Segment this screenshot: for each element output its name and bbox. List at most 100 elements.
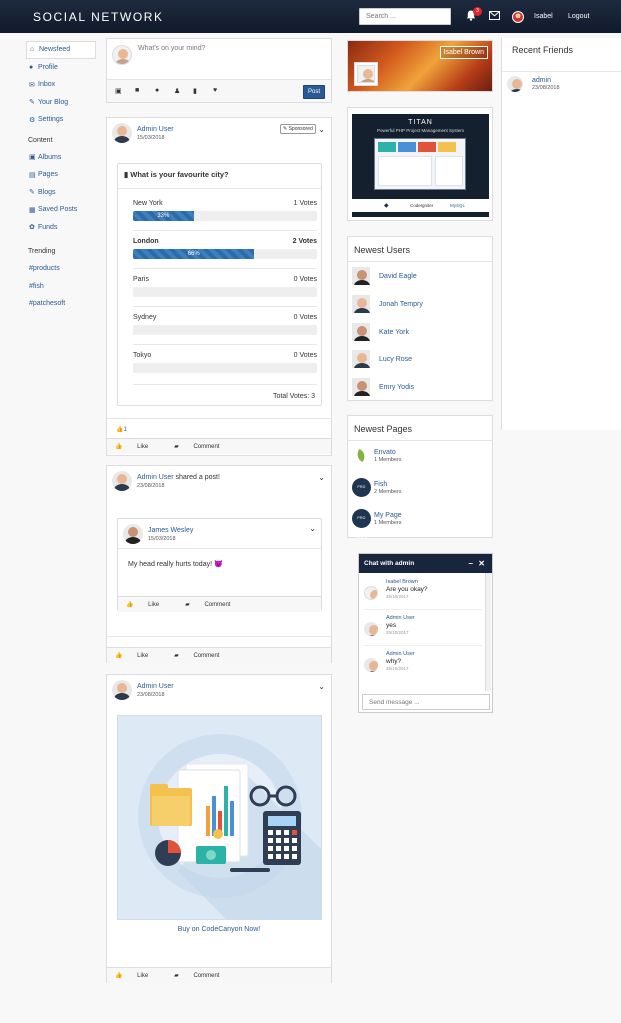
post-button[interactable]: Post xyxy=(303,85,325,99)
ad-tile xyxy=(378,142,396,152)
chat-sender[interactable]: Admin User xyxy=(386,615,415,621)
friend-name[interactable]: admin xyxy=(532,77,552,84)
poll-bar: 66% xyxy=(133,249,317,259)
friend-item[interactable]: admin 23/08/2018 xyxy=(507,76,560,92)
ad-title: TITAN xyxy=(408,119,433,126)
image-icon[interactable]: ▣ xyxy=(115,88,122,95)
minimize-icon[interactable]: – xyxy=(468,559,473,568)
brand-logo[interactable]: SOCIAL NETWORK xyxy=(33,10,164,24)
poll-option[interactable]: Tokyo 0 Votes xyxy=(133,352,317,373)
user-name-link[interactable]: Isabel xyxy=(534,13,553,20)
post-image[interactable] xyxy=(117,715,322,920)
poll-icon[interactable]: ▮ xyxy=(193,88,197,95)
heart-icon[interactable]: ♥ xyxy=(213,87,218,94)
sidebar-item-your-blog[interactable]: ✎ Your Blog xyxy=(26,94,96,112)
post-card: Admin User 15/03/2018 ✎ Sponsored ⌄ ▮ Wh… xyxy=(106,117,332,456)
location-icon[interactable]: ● xyxy=(155,87,160,94)
user-name[interactable]: David Eagle xyxy=(379,272,417,280)
comment-button[interactable]: ▰ Comment xyxy=(174,443,232,450)
sidebar-item-blogs[interactable]: ✎ Blogs xyxy=(26,184,96,202)
like-button[interactable]: 👍 Like xyxy=(115,652,161,659)
comment-button[interactable]: ▰ Comment xyxy=(174,972,232,979)
chevron-down-icon[interactable]: ⌄ xyxy=(318,125,325,134)
ad-widget[interactable]: TITAN Powerful PHP Project Management Sy… xyxy=(347,107,493,221)
chevron-down-icon[interactable]: ⌄ xyxy=(318,473,325,482)
author-avatar[interactable] xyxy=(112,680,132,700)
author-avatar[interactable] xyxy=(123,524,143,544)
user-name[interactable]: Jonah Tempry xyxy=(379,300,423,308)
divider xyxy=(133,344,317,345)
sidebar-item-label: Newsfeed xyxy=(39,46,71,54)
like-count[interactable]: 👍1 xyxy=(116,426,127,433)
list-item[interactable]: David Eagle xyxy=(352,267,417,285)
sidebar-item-inbox[interactable]: ✉ Inbox xyxy=(26,76,96,94)
poll-option[interactable]: Sydney 0 Votes xyxy=(133,314,317,335)
chat-message: Admin User why? 25/10/2017 xyxy=(364,651,415,672)
user-avatar[interactable] xyxy=(512,11,524,23)
poll-option[interactable]: New York 1 Votes 33% xyxy=(133,200,317,221)
chat-message-input[interactable] xyxy=(362,694,490,710)
list-item[interactable]: PRO LOGIN My Page 1 Members xyxy=(352,509,402,539)
comment-button[interactable]: ▰ Comment xyxy=(174,652,232,659)
like-button[interactable]: 👍 Like xyxy=(115,972,161,979)
trending-heading: Trending xyxy=(28,248,56,255)
chat-scrollbar[interactable] xyxy=(485,573,491,691)
author-avatar[interactable] xyxy=(112,471,132,491)
user-name[interactable]: Kate York xyxy=(379,328,409,336)
trending-tag[interactable]: #fish xyxy=(29,282,44,290)
list-item[interactable]: Emry Yodis xyxy=(352,378,414,396)
like-count-value: 1 xyxy=(123,427,127,433)
author-avatar[interactable] xyxy=(112,123,132,143)
sidebar-item-funds[interactable]: ✿ Funds xyxy=(26,219,96,237)
user-name[interactable]: Emry Yodis xyxy=(379,383,415,391)
chevron-down-icon[interactable]: ⌄ xyxy=(309,524,316,533)
thumbs-up-icon: 👍 xyxy=(115,973,123,979)
composer-input[interactable]: What's on your mind? xyxy=(138,45,206,52)
buy-link[interactable]: Buy on CodeCanyon Now! xyxy=(177,926,261,933)
poll-option[interactable]: Paris 0 Votes xyxy=(133,276,317,297)
like-button[interactable]: 👍 Like xyxy=(115,443,161,450)
author-name[interactable]: James Wesley xyxy=(148,526,194,534)
page-name[interactable]: Envato xyxy=(374,448,396,456)
sidebar-item-label: Blogs xyxy=(38,188,56,196)
list-item[interactable]: PRO LOGIN Fish 2 Members xyxy=(352,478,402,508)
search-input[interactable] xyxy=(359,8,451,25)
sidebar-item-saved-posts[interactable]: ▦ Saved Posts xyxy=(26,201,96,219)
page-name[interactable]: Fish xyxy=(374,480,388,488)
chat-sender[interactable]: Isabel Brown xyxy=(386,579,418,585)
file-icon: ▤ xyxy=(29,171,36,179)
sidebar-item-albums[interactable]: ▣ Albums xyxy=(26,149,96,167)
author-name[interactable]: Admin User xyxy=(137,682,174,690)
list-item[interactable]: Jonah Tempry xyxy=(352,295,423,313)
envelope-icon[interactable] xyxy=(489,11,500,23)
chat-sender[interactable]: Admin User xyxy=(386,651,415,657)
logout-link[interactable]: Logout xyxy=(568,13,590,20)
like-button[interactable]: 👍 Like xyxy=(126,601,172,608)
comment-icon: ▰ xyxy=(174,653,179,659)
sidebar-item-pages[interactable]: ▤ Pages xyxy=(26,166,96,184)
comment-button[interactable]: ▰ Comment xyxy=(185,601,243,608)
author-name[interactable]: Admin User xyxy=(137,473,174,481)
sidebar-item-newsfeed[interactable]: ⌂ Newsfeed xyxy=(26,41,96,59)
close-icon[interactable]: ✕ xyxy=(478,559,485,568)
video-icon[interactable]: ■ xyxy=(135,87,140,94)
trending-tag[interactable]: #patchesoft xyxy=(29,300,66,307)
user-name[interactable]: Lucy Rose xyxy=(379,355,413,363)
user-tag-icon[interactable]: ♟ xyxy=(174,88,181,95)
list-item[interactable]: Envato 1 Members xyxy=(352,446,402,465)
list-item[interactable]: Lucy Rose xyxy=(352,350,412,368)
profile-name[interactable]: Isabel Brown xyxy=(439,46,488,59)
sidebar-item-profile[interactable]: ● Profile xyxy=(26,59,96,77)
comment-icon: ▰ xyxy=(174,444,179,450)
trending-tag[interactable]: #products xyxy=(29,265,60,272)
chevron-down-icon[interactable]: ⌄ xyxy=(318,682,325,691)
sidebar-item-settings[interactable]: ⚙ Settings xyxy=(26,111,96,129)
page-name[interactable]: My Page xyxy=(374,511,402,519)
profile-banner[interactable]: Isabel Brown xyxy=(347,40,493,92)
author-name[interactable]: Admin User xyxy=(137,125,174,133)
poll-option[interactable]: London 2 Votes 66% xyxy=(133,238,317,259)
tag-icon: ✎ xyxy=(283,126,288,132)
post-text: My head really hurts today! 😈 xyxy=(128,560,223,568)
profile-avatar-frame[interactable] xyxy=(354,62,378,86)
list-item[interactable]: Kate York xyxy=(352,323,409,341)
